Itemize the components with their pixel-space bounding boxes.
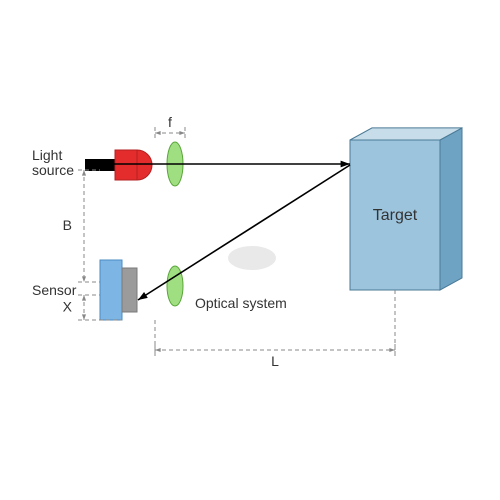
- svg-text:Target: Target: [373, 207, 418, 224]
- svg-text:Optical system: Optical system: [195, 295, 287, 311]
- svg-text:f: f: [168, 114, 172, 130]
- svg-text:Sensor: Sensor: [32, 282, 77, 298]
- svg-text:Lightsource: Lightsource: [32, 147, 74, 178]
- svg-text:X: X: [63, 299, 73, 315]
- svg-text:L: L: [271, 353, 279, 369]
- svg-text:B: B: [63, 217, 72, 233]
